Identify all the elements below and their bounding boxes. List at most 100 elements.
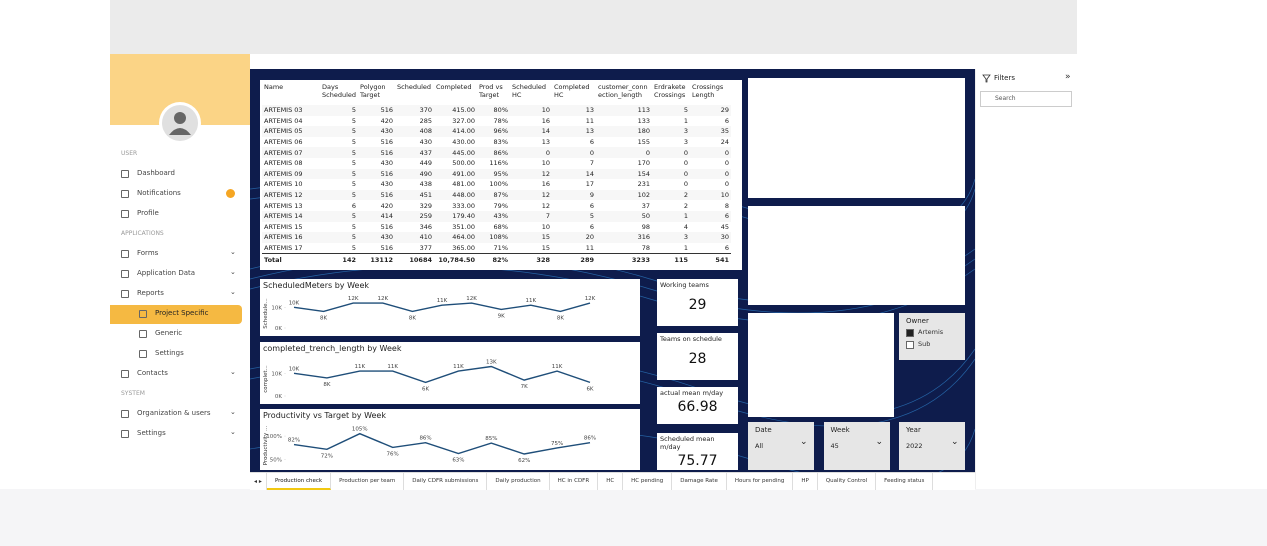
page-tab[interactable]: Daily CDFR submissions: [404, 473, 488, 490]
y-tick-label: 10K: [271, 371, 282, 377]
table-cell: 420: [380, 201, 393, 210]
chart-title: Productivity vs Target by Week: [263, 411, 386, 420]
slicer: Year 2022 ⌄: [899, 422, 965, 470]
menu-item[interactable]: Forms: [137, 249, 159, 257]
page-tab[interactable]: Hours for pending: [727, 473, 794, 490]
column-header: Scheduled: [397, 83, 431, 91]
table-cell: 415.00: [452, 106, 475, 115]
page-tab[interactable]: HP: [793, 473, 818, 490]
slicer: Week 45 ⌄: [823, 422, 890, 470]
menu-item[interactable]: Generic: [155, 329, 183, 337]
menu-item[interactable]: Contacts: [137, 369, 168, 377]
menu-item[interactable]: Settings: [137, 429, 166, 437]
page-tab[interactable]: Feeding status: [876, 473, 934, 490]
data-label: 76%: [387, 451, 399, 457]
table-cell: 0: [724, 169, 729, 178]
data-label: 11K: [437, 298, 448, 304]
table-cell: 516: [380, 169, 393, 178]
slicer-value[interactable]: 2022: [906, 442, 923, 450]
menu-item[interactable]: Project Specific: [155, 309, 209, 317]
table-cell: 445.00: [452, 148, 475, 157]
page-tab[interactable]: Production per team: [331, 473, 405, 490]
table-cell: 16: [541, 116, 550, 125]
kpi-label: Teams on schedule: [660, 335, 722, 343]
menu-item[interactable]: Dashboard: [137, 169, 175, 177]
table-cell: 170: [637, 159, 650, 168]
table-cell: 8: [724, 201, 729, 210]
kpi-card: Teams on schedule 28: [657, 333, 738, 380]
table-cell: 430.00: [452, 138, 475, 147]
data-label: 12K: [348, 296, 359, 302]
table-cell: 87%: [493, 191, 508, 200]
collapse-button[interactable]: »: [1065, 72, 1071, 82]
kpi-card: actual mean m/day 66.98: [657, 387, 738, 424]
page-tab[interactable]: Daily production: [487, 473, 550, 490]
table-cell: 13: [585, 127, 594, 136]
slicer-value[interactable]: All: [755, 442, 764, 450]
table-cell: 491.00: [452, 169, 475, 178]
page-tab[interactable]: Damage Rate: [672, 473, 727, 490]
legend-label: Artemis: [918, 328, 944, 336]
table-cell: 0: [645, 148, 650, 157]
table-panel: Name Days Scheduled Polygon Target Schedule…: [260, 80, 742, 270]
column-header: Erdrakete Crossings: [654, 83, 686, 99]
data-label: 12K: [466, 296, 477, 302]
dropdown-chevron: ⌄: [875, 437, 884, 447]
kpi-label: actual mean m/day: [660, 389, 724, 397]
total-row: Total 142 13112 10684 10,784.50 82% 328 289 3233…: [262, 253, 731, 265]
table-cell: ARTEMIS 17: [264, 244, 303, 253]
data-label: 72%: [321, 453, 333, 459]
table-cell: 377: [419, 244, 432, 253]
page-tab[interactable]: HC: [598, 473, 624, 490]
legend-title: Owner: [906, 317, 929, 325]
table-cell: 365.00: [452, 244, 475, 253]
menu-item[interactable]: Organization & users: [137, 409, 211, 417]
table-cell: 481.00: [452, 180, 475, 189]
chart-title: completed_trench_length by Week: [263, 344, 402, 353]
table-cell: 30: [720, 233, 729, 242]
table-cell: 108%: [489, 233, 508, 242]
data-label: 11K: [552, 364, 563, 370]
table-cell: 414.00: [452, 127, 475, 136]
menu-item[interactable]: Notifications: [137, 189, 181, 197]
table-cell: 45: [720, 222, 729, 231]
chevron: ⌄: [230, 408, 236, 416]
page-tab[interactable]: Production check: [266, 473, 332, 490]
avatar: [159, 102, 201, 144]
total-cell: 115: [652, 253, 690, 265]
dropdown-chevron: ⌄: [800, 437, 808, 447]
menu-item[interactable]: Application Data: [137, 269, 196, 277]
menu-icon: [121, 190, 129, 198]
page-tab[interactable]: HC pending: [623, 473, 673, 490]
table-cell: 11: [585, 244, 594, 253]
visual-panel: [748, 313, 894, 417]
table-cell: 0: [683, 148, 688, 157]
tab-nav[interactable]: ◂ ▸: [250, 473, 267, 490]
kpi-value: 66.98: [677, 399, 718, 415]
menu-icon: [121, 170, 129, 178]
table-cell: 6: [589, 201, 594, 210]
total-cell: 142: [320, 253, 358, 265]
table-cell: 5: [351, 169, 356, 178]
menu-item[interactable]: Reports: [137, 289, 164, 297]
page-tab[interactable]: HC in CDFR: [550, 473, 599, 490]
table-cell: 11: [585, 116, 594, 125]
table-cell: 96%: [493, 127, 508, 136]
table-cell: 259: [419, 212, 432, 221]
bottom-area: [0, 489, 1267, 546]
menu-item[interactable]: Profile: [137, 209, 159, 217]
slicer-label: Week: [830, 426, 850, 434]
table-cell: 327.00: [452, 116, 475, 125]
data-label: 82%: [288, 438, 300, 444]
menu-item[interactable]: Settings: [155, 349, 184, 357]
table-cell: 78: [641, 244, 650, 253]
table-cell: 78%: [493, 116, 508, 125]
slicer-value[interactable]: 45: [830, 442, 839, 450]
table-cell: ARTEMIS 15: [264, 222, 303, 231]
line: [293, 365, 591, 384]
table-cell: 35: [720, 127, 729, 136]
page-tab[interactable]: Quality Control: [818, 473, 877, 490]
table-cell: 5: [351, 106, 356, 115]
search-box[interactable]: Search: [980, 91, 1072, 107]
table-cell: 80%: [493, 106, 508, 115]
